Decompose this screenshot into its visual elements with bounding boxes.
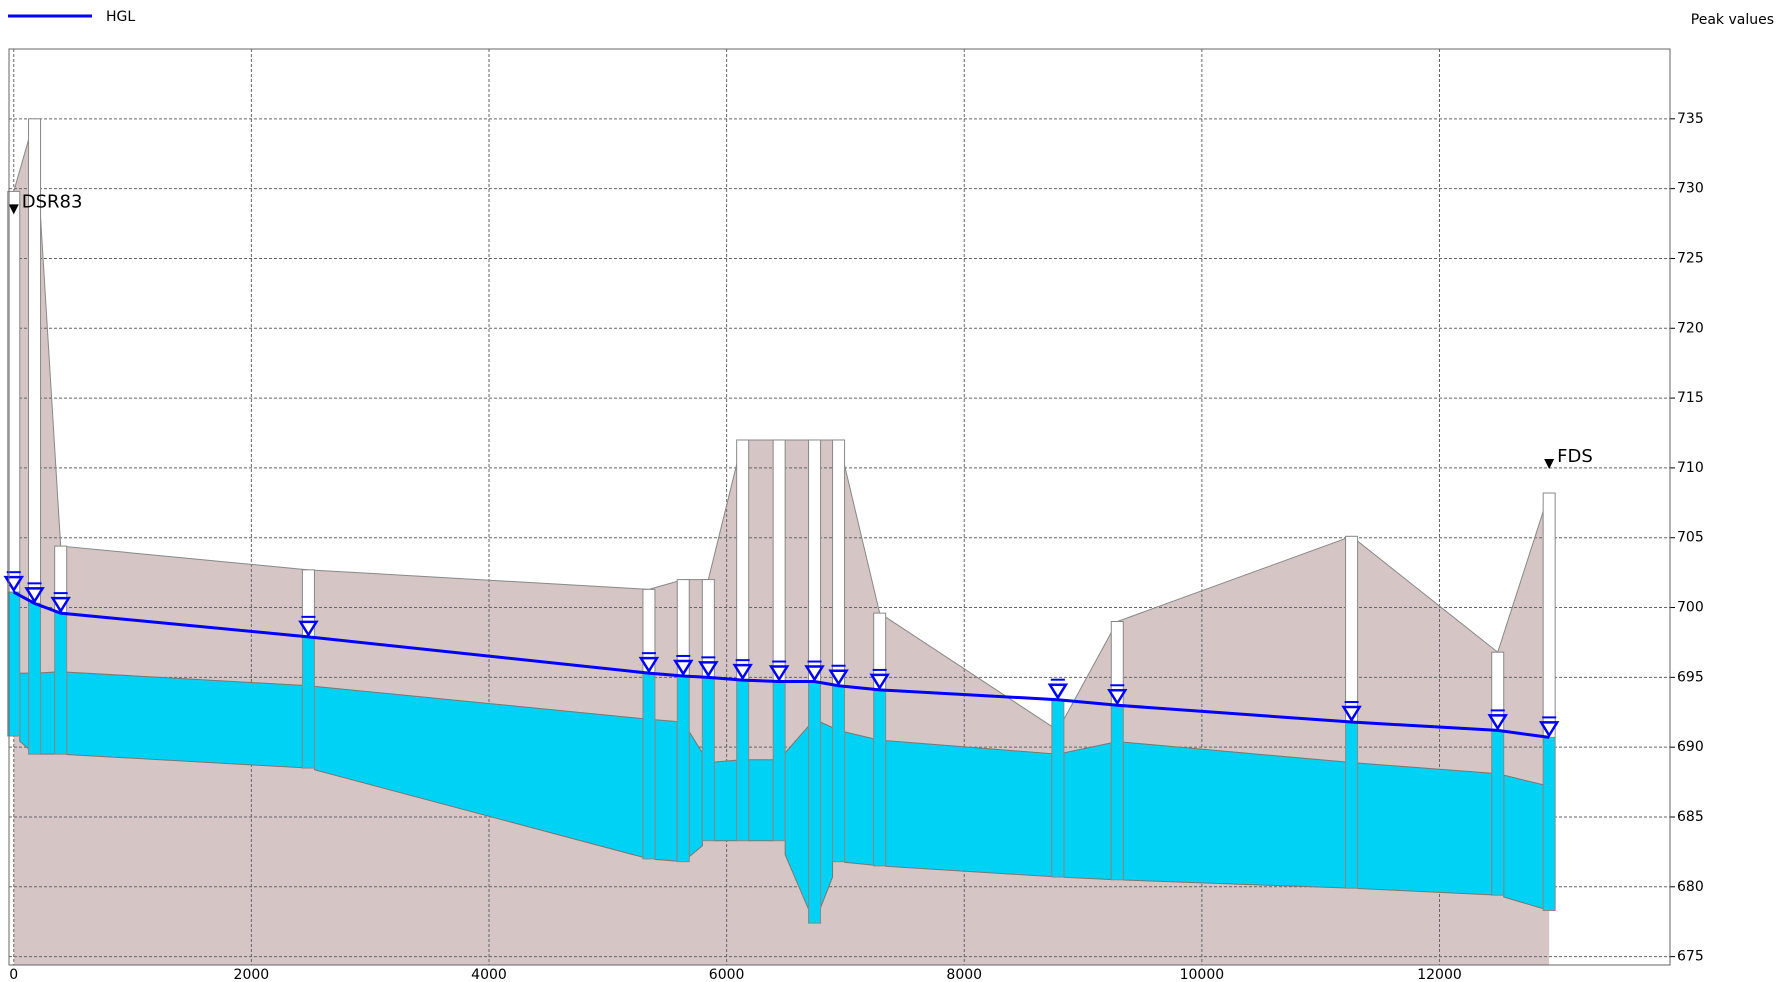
y-tick-label: 725: [1677, 250, 1704, 266]
hgl-marker: [804, 665, 825, 682]
x-tick-label: 12000: [1417, 967, 1462, 982]
conduit: [844, 731, 875, 866]
conduit: [40, 671, 56, 755]
hgl-marker: [298, 620, 319, 638]
conduit: [654, 719, 678, 862]
conduit: [1503, 774, 1544, 910]
node-water: [772, 681, 786, 842]
hgl-marker: [638, 656, 660, 674]
node-water: [873, 689, 887, 867]
y-tick-label: 690: [1677, 739, 1704, 755]
y-tick-label: 730: [1677, 181, 1704, 197]
conduit: [748, 759, 774, 842]
node-water: [1491, 729, 1505, 896]
conduit: [19, 672, 30, 751]
node-shaft: [1345, 535, 1359, 723]
hgl-marker: [1047, 683, 1069, 701]
node-water: [736, 679, 750, 842]
y-tick-label: 735: [1677, 111, 1704, 127]
node-shaft: [808, 439, 822, 683]
conduit: [1357, 762, 1493, 896]
hgl-marker: [50, 596, 71, 614]
y-tick-label: 710: [1677, 460, 1704, 476]
node-water: [832, 685, 846, 863]
conduit: [66, 671, 303, 769]
x-tick-label: 4000: [471, 967, 507, 982]
node-shaft: [832, 439, 846, 687]
conduit: [1063, 742, 1112, 881]
x-tick-label: 2000: [234, 967, 270, 982]
hgl-marker: [732, 663, 753, 681]
hgl-marker: [1341, 705, 1362, 723]
y-tick-label: 715: [1677, 390, 1704, 406]
conduit: [820, 721, 834, 908]
hgl-marker: [673, 659, 694, 677]
y-tick-label: 700: [1677, 600, 1704, 616]
hgl-marker: [698, 661, 719, 678]
x-tick-label: 8000: [946, 967, 982, 982]
y-tick-label: 680: [1677, 879, 1704, 895]
node-shaft: [7, 190, 21, 593]
node-water: [676, 675, 690, 863]
hgl-marker: [1107, 689, 1128, 706]
node-shaft: [1542, 492, 1556, 738]
label-pointer: [1544, 459, 1555, 470]
y-tick-label: 695: [1677, 669, 1704, 685]
conduit: [713, 759, 738, 842]
node-water: [54, 612, 68, 755]
y-tick-label: 685: [1677, 809, 1704, 825]
conduit: [688, 729, 703, 858]
node-water: [301, 636, 315, 769]
legend-label: HGL: [106, 9, 135, 25]
node-label: FDS: [1557, 446, 1593, 467]
conduit: [885, 740, 1053, 878]
node-shaft: [772, 439, 786, 683]
hgl-marker: [828, 669, 849, 687]
node-water: [1345, 721, 1359, 889]
y-tick-label: 720: [1677, 320, 1704, 336]
hgl-marker: [869, 673, 890, 691]
node-water: [808, 681, 822, 924]
subtitle: Peak values: [1691, 12, 1774, 28]
hgl-marker: [3, 575, 24, 593]
hgl-marker: [1487, 714, 1508, 731]
x-tick-label: 0: [9, 967, 18, 982]
y-tick-label: 675: [1677, 949, 1704, 965]
node-water: [701, 676, 715, 842]
node-water: [642, 672, 656, 860]
node-water: [28, 602, 42, 755]
node-water: [1051, 699, 1065, 878]
node-label: DSR83: [22, 191, 83, 212]
node-water: [7, 591, 21, 737]
x-tick-label: 6000: [709, 967, 745, 982]
hgl-marker: [1538, 721, 1560, 738]
node-water: [1542, 736, 1556, 912]
node-shaft: [736, 439, 750, 681]
y-tick-label: 705: [1677, 530, 1704, 546]
plot-frame: [8, 48, 1671, 966]
hgl-marker: [24, 587, 45, 604]
node-water: [1110, 704, 1124, 881]
hgl-marker: [768, 665, 790, 682]
conduit: [1122, 741, 1347, 889]
label-pointer: [8, 204, 19, 215]
x-tick-label: 10000: [1180, 967, 1225, 982]
